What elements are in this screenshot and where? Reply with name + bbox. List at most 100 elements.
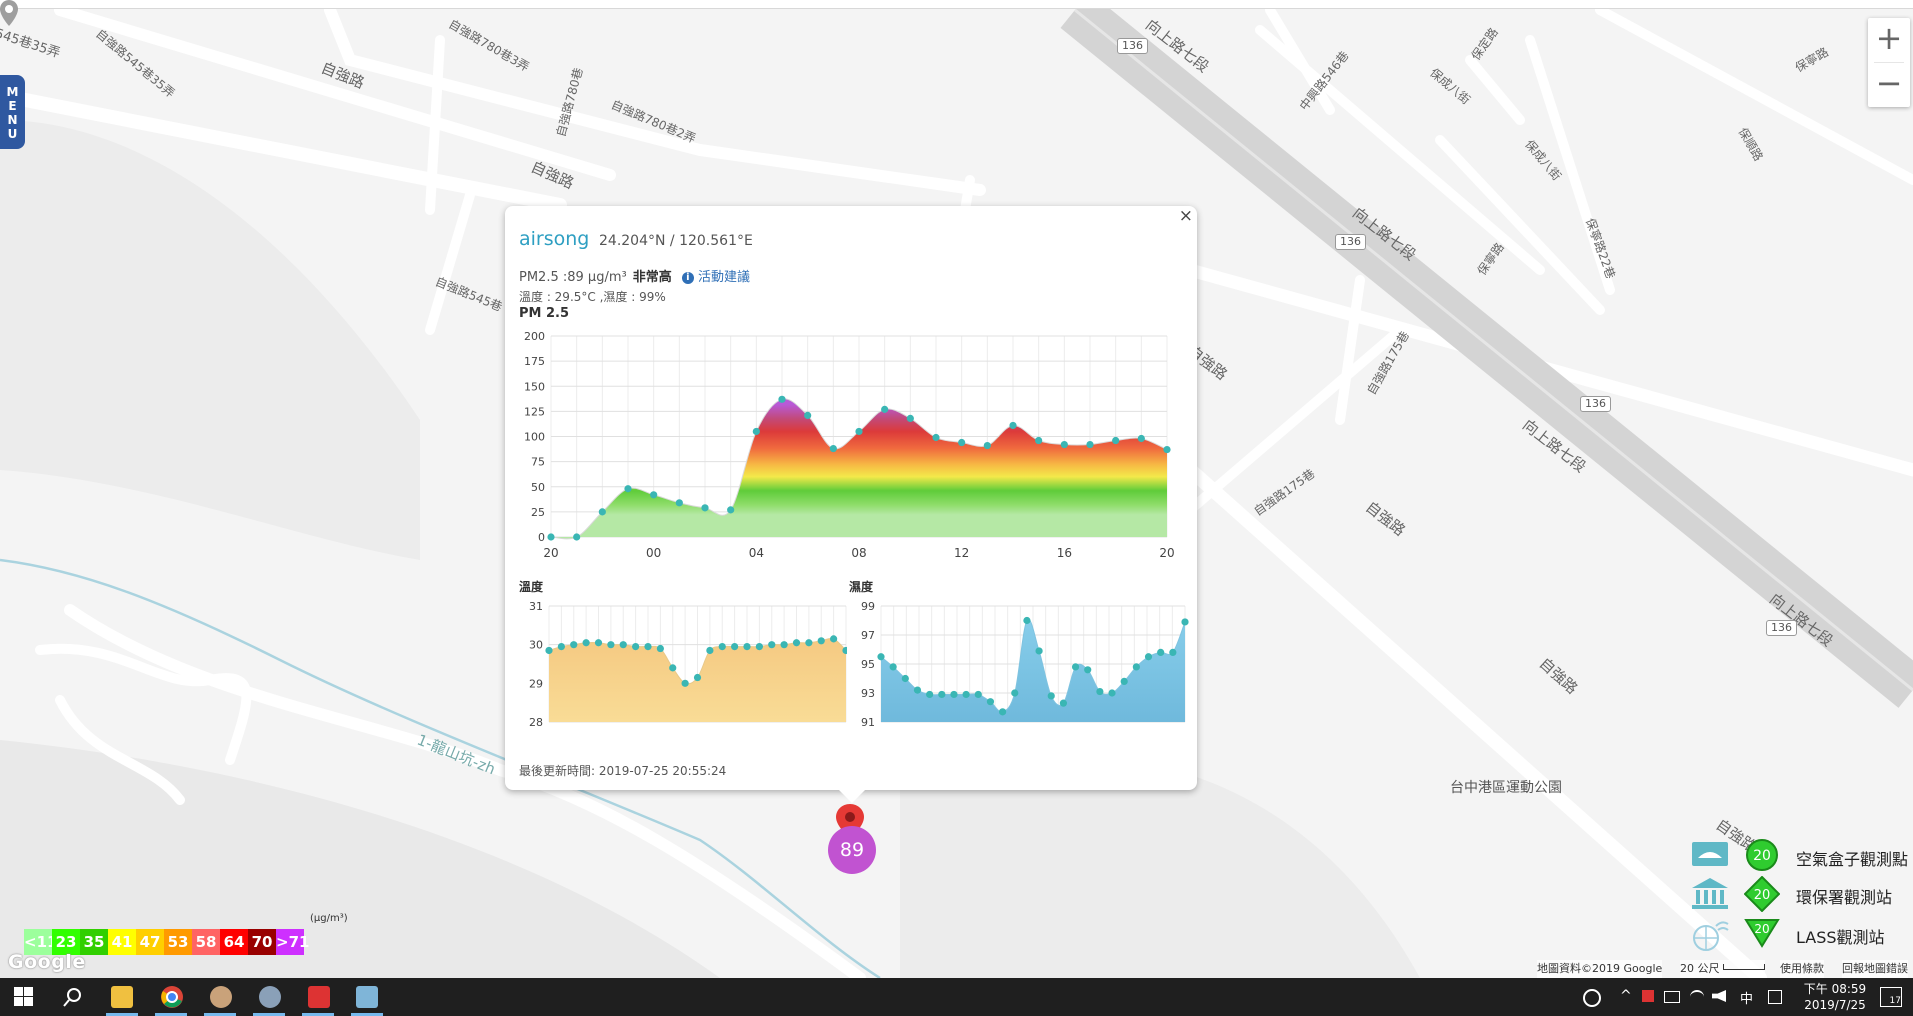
data-point xyxy=(780,641,788,649)
data-point xyxy=(889,663,897,671)
y-tick-label: 75 xyxy=(531,456,545,469)
legend-label: 環保署觀測站 xyxy=(1796,888,1893,907)
top-edge xyxy=(0,0,1913,9)
weather-line: 溫度 : 29.5°C ,濕度 : 99% xyxy=(519,290,666,304)
data-point xyxy=(669,664,677,672)
data-point xyxy=(547,533,555,541)
data-point xyxy=(974,690,982,699)
menu-button[interactable]: M E N U xyxy=(0,75,25,149)
x-tick-label: 20 xyxy=(1159,546,1174,560)
data-point xyxy=(932,433,940,442)
zoom-out-button[interactable]: − xyxy=(1875,64,1903,102)
security-icon[interactable] xyxy=(1642,990,1654,1002)
y-tick-label: 28 xyxy=(529,716,543,729)
zoom-in-button[interactable]: + xyxy=(1875,19,1903,57)
legend-swatch: 47 xyxy=(136,929,164,955)
terms-link[interactable]: 使用條款 xyxy=(1780,960,1824,978)
data-point xyxy=(598,508,606,516)
data-point xyxy=(632,643,640,651)
data-point xyxy=(706,646,714,655)
report-error-link[interactable]: 回報地圖錯誤 xyxy=(1842,960,1908,978)
data-point xyxy=(1169,648,1177,656)
wifi-icon[interactable] xyxy=(1690,990,1704,1004)
windows-start-icon[interactable] xyxy=(14,987,34,1007)
scale-bar[interactable]: 20 公尺 xyxy=(1680,960,1765,978)
keyboard-icon[interactable] xyxy=(1768,990,1782,1004)
y-tick-label: 25 xyxy=(531,506,545,519)
data-point xyxy=(926,690,934,699)
info-icon: i xyxy=(681,272,694,284)
pm25-chart: 0 25 50 75 100 125 150 175 200 20 00 04 08 12 16 20 xyxy=(524,330,1175,560)
map-data-text: 地圖資料©2019 Google xyxy=(1537,962,1663,975)
active-indicator xyxy=(253,1013,285,1016)
green-circle-icon: 20 xyxy=(1746,839,1778,871)
advice-link[interactable]: i 活動建議 xyxy=(681,270,751,285)
route-shield: 136 xyxy=(1580,396,1611,412)
app-icon[interactable] xyxy=(356,986,378,1008)
data-point xyxy=(693,673,702,682)
menu-letter: M xyxy=(6,85,19,99)
data-point xyxy=(805,639,813,647)
file-explorer-icon[interactable] xyxy=(111,986,133,1008)
data-point xyxy=(778,395,786,403)
data-point xyxy=(804,411,812,419)
data-point xyxy=(1144,653,1153,661)
data-point xyxy=(619,641,627,649)
sensor-marker[interactable]: 89 xyxy=(828,826,876,874)
sketchup-icon[interactable] xyxy=(308,986,330,1008)
map-canvas[interactable]: 545巷35弄 自強路545巷35弄 自強路 自強路780巷3弄 自強路780巷… xyxy=(0,0,1913,978)
data-point xyxy=(1035,647,1043,655)
battery-icon[interactable] xyxy=(1664,991,1680,1003)
close-button[interactable]: × xyxy=(1178,206,1193,226)
data-point xyxy=(644,643,652,651)
active-indicator xyxy=(204,1013,236,1016)
legend-swatch: <11 xyxy=(24,929,57,955)
app-icon[interactable] xyxy=(210,986,232,1008)
data-point xyxy=(594,639,603,647)
data-point xyxy=(1132,663,1140,671)
data-point xyxy=(983,441,991,450)
data-point xyxy=(675,499,683,507)
park-label[interactable]: 台中港區運動公園 xyxy=(1450,780,1562,796)
data-point xyxy=(768,641,776,649)
data-point xyxy=(901,674,909,683)
data-point xyxy=(656,644,664,653)
clock[interactable]: 下午 08:59 2019/7/25 xyxy=(1795,981,1875,1013)
app-icon[interactable] xyxy=(259,986,281,1008)
data-point xyxy=(881,405,889,413)
chrome-icon[interactable] xyxy=(160,985,184,1009)
y-tick-label: 50 xyxy=(531,481,545,494)
advice-label: 活動建議 xyxy=(698,270,751,285)
people-icon[interactable] xyxy=(1583,989,1601,1007)
legend-swatch: 53 xyxy=(164,929,192,955)
data-point xyxy=(817,637,825,645)
volume-icon[interactable] xyxy=(1712,990,1726,1002)
park-pin-icon[interactable] xyxy=(0,0,18,30)
data-point xyxy=(570,641,578,649)
data-point xyxy=(755,643,763,651)
data-point xyxy=(718,643,726,651)
hum-chart-title: 濕度 xyxy=(849,580,874,594)
legend-swatch: 70 xyxy=(248,929,276,955)
notification-icon[interactable]: 17 xyxy=(1880,987,1902,1007)
menu-letter: U xyxy=(7,127,18,141)
route-shield: 136 xyxy=(1766,620,1797,636)
data-point xyxy=(1047,692,1055,700)
chevron-up-icon[interactable]: ^ xyxy=(1620,988,1632,1004)
pm-chart-title: PM 2.5 xyxy=(519,306,570,321)
data-point xyxy=(1086,440,1094,449)
data-point xyxy=(1137,434,1145,443)
search-icon[interactable] xyxy=(62,987,82,1007)
legend-swatch: 41 xyxy=(108,929,136,955)
data-point xyxy=(1035,436,1043,445)
y-tick-label: 99 xyxy=(861,600,875,613)
ime-indicator[interactable]: 中 xyxy=(1740,992,1754,1007)
globe-signal-icon xyxy=(1693,921,1729,951)
data-point xyxy=(986,698,995,706)
x-tick-label: 00 xyxy=(646,546,661,560)
temp-chart-title: 溫度 xyxy=(519,580,544,594)
data-point xyxy=(681,679,689,687)
legend-label: LASS觀測站 xyxy=(1796,928,1885,947)
google-logo[interactable]: Google xyxy=(8,951,86,973)
map-data-attribution: 地圖資料©2019 Google xyxy=(1537,960,1663,978)
